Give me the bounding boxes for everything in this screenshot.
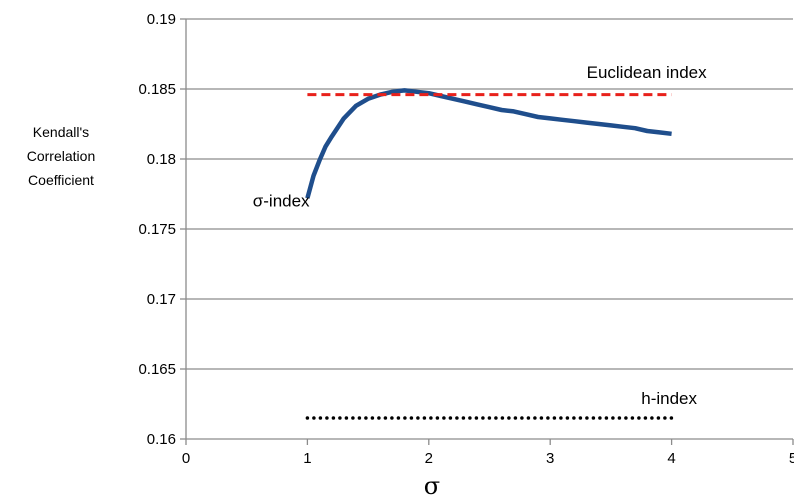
y-axis-label-line-1: Kendall's <box>32 124 90 140</box>
x-tick-label: 2 <box>425 450 433 467</box>
y-tick-label: 0.175 <box>138 221 176 238</box>
x-tick-label: 1 <box>303 450 311 467</box>
y-tick-labels: 0.16 0.165 0.17 0.175 0.18 0.185 0.19 <box>138 11 176 448</box>
x-tick-label: 5 <box>789 450 794 467</box>
y-axis-label-line-3: Coefficient <box>28 172 94 188</box>
y-tick-label: 0.185 <box>138 81 176 98</box>
y-tick-label: 0.165 <box>138 361 176 378</box>
x-tick-label: 4 <box>667 450 675 467</box>
annotation-label: h-index <box>641 389 697 408</box>
x-tick-labels: 0 1 2 3 4 5 <box>182 450 794 467</box>
x-axis-label: σ <box>424 472 440 500</box>
y-tick-label: 0.19 <box>147 11 176 28</box>
x-tick-label: 0 <box>182 450 190 467</box>
y-axis-label: Kendall's Correlation Coefficient <box>12 120 110 192</box>
y-tick-label: 0.17 <box>147 291 176 308</box>
x-tick-label: 3 <box>546 450 554 467</box>
y-tick-label: 0.16 <box>147 431 176 448</box>
annotation-label: Euclidean index <box>587 63 708 82</box>
series-line--index <box>305 88 672 199</box>
y-tick-label: 0.18 <box>147 151 176 168</box>
grid-lines <box>186 18 793 370</box>
annotation-label: σ-index <box>253 192 310 211</box>
annotations: σ-index Euclidean index h-index <box>253 63 707 408</box>
axes <box>180 18 794 445</box>
series-lines <box>305 88 674 420</box>
y-axis-label-line-2: Correlation <box>26 148 96 164</box>
